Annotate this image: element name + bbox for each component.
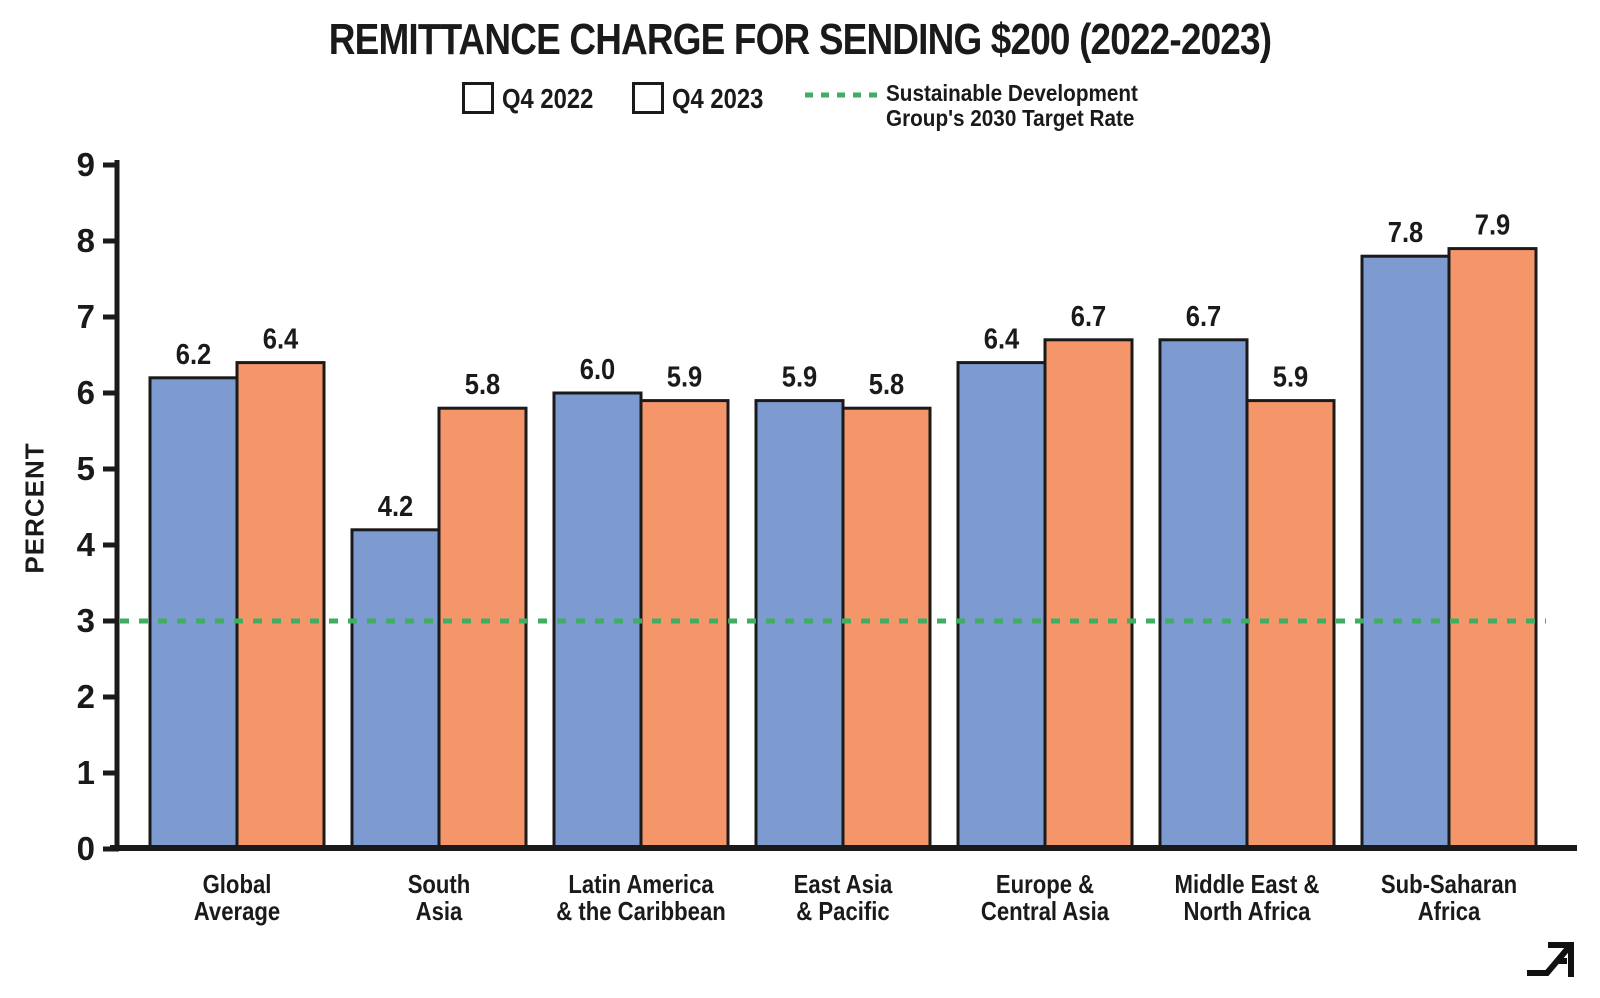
y-tick-label: 9 <box>77 146 95 183</box>
bar-q4-2023-global-average <box>235 361 326 851</box>
bar-q4-2022-global-average <box>148 376 239 851</box>
legend-dashed-line-swatch <box>805 92 879 98</box>
y-tick-label: 6 <box>77 374 95 411</box>
x-category-label-europe-central-asia: Europe & <box>996 869 1094 899</box>
bar-q4-2022-south-asia <box>350 528 441 851</box>
legend-label-target: Sustainable Development Group's 2030 Tar… <box>886 81 1138 131</box>
y-tick-label: 3 <box>77 602 95 639</box>
y-tick-label: 4 <box>77 526 96 563</box>
y-tick-label: 8 <box>77 222 95 259</box>
bar-value-label: 6.7 <box>1186 301 1222 333</box>
bar-q4-2022-sub-saharan-africa <box>1360 254 1451 851</box>
bar-value-label: 6.2 <box>176 339 212 371</box>
bar-q4-2023-middle-east-north-africa <box>1245 399 1336 851</box>
bar-value-label: 7.9 <box>1475 210 1511 242</box>
bar-value-label: 6.4 <box>263 324 299 356</box>
legend-swatch-q4-2023 <box>632 82 664 114</box>
bar-q4-2022-europe-central-asia <box>956 361 1047 851</box>
bar-q4-2023-europe-central-asia <box>1043 338 1134 851</box>
x-category-label-sub-saharan-africa: Africa <box>1418 896 1481 926</box>
chart-title: REMITTANCE CHARGE FOR SENDING $200 (2022… <box>328 15 1272 64</box>
bar-q4-2022-east-asia-pacific <box>754 399 845 851</box>
legend-target-line2: Group's 2030 Target Rate <box>886 105 1135 131</box>
x-category-label-global-average: Global <box>203 869 272 899</box>
x-category-label-europe-central-asia: Central Asia <box>981 896 1110 926</box>
bar-value-label: 4.2 <box>378 491 414 523</box>
bar-value-label: 6.7 <box>1071 301 1107 333</box>
y-tick-label: 1 <box>77 754 95 791</box>
legend-label-q4-2023: Q4 2023 <box>672 83 764 114</box>
x-category-label-east-asia-pacific: & Pacific <box>796 896 889 926</box>
x-category-label-east-asia-pacific: East Asia <box>794 869 893 899</box>
trend-arrow-logo <box>1527 942 1574 977</box>
bar-value-label: 5.9 <box>1273 362 1309 394</box>
bar-q4-2023-sub-saharan-africa <box>1447 247 1538 851</box>
bar-q4-2023-east-asia-pacific <box>841 406 932 851</box>
x-category-label-latin-america-the-caribbean: Latin America <box>568 869 714 899</box>
bar-q4-2023-south-asia <box>437 406 528 851</box>
x-category-label-latin-america-the-caribbean: & the Caribbean <box>556 896 726 926</box>
x-category-label-south-asia: Asia <box>416 896 463 926</box>
bar-value-label: 6.4 <box>984 324 1020 356</box>
legend-label-q4-2022: Q4 2022 <box>502 83 594 114</box>
bar-q4-2023-latin-america-the-caribbean <box>639 399 730 851</box>
bar-q4-2022-middle-east-north-africa <box>1158 338 1249 851</box>
bar-value-label: 5.8 <box>869 369 905 401</box>
x-category-label-sub-saharan-africa: Sub-Saharan <box>1381 869 1517 899</box>
x-category-label-south-asia: South <box>408 869 471 899</box>
bar-value-label: 5.9 <box>667 362 703 394</box>
legend-swatch-q4-2022 <box>462 82 494 114</box>
legend-target-line1: Sustainable Development <box>886 80 1138 106</box>
bar-value-label: 7.8 <box>1388 217 1424 249</box>
y-tick-label: 0 <box>77 830 95 867</box>
bar-value-label: 5.8 <box>465 369 501 401</box>
bar-value-label: 5.9 <box>782 362 818 394</box>
y-tick-label: 2 <box>77 678 95 715</box>
y-tick-label: 5 <box>77 450 95 487</box>
y-tick-label: 7 <box>77 298 95 335</box>
x-category-label-middle-east-north-africa: North Africa <box>1184 896 1311 926</box>
chart-legend: Q4 2022 Q4 2023 Sustainable Development … <box>0 0 1600 140</box>
bar-value-label: 6.0 <box>580 354 616 386</box>
x-category-label-global-average: Average <box>194 896 280 926</box>
x-category-label-middle-east-north-africa: Middle East & <box>1175 869 1320 899</box>
